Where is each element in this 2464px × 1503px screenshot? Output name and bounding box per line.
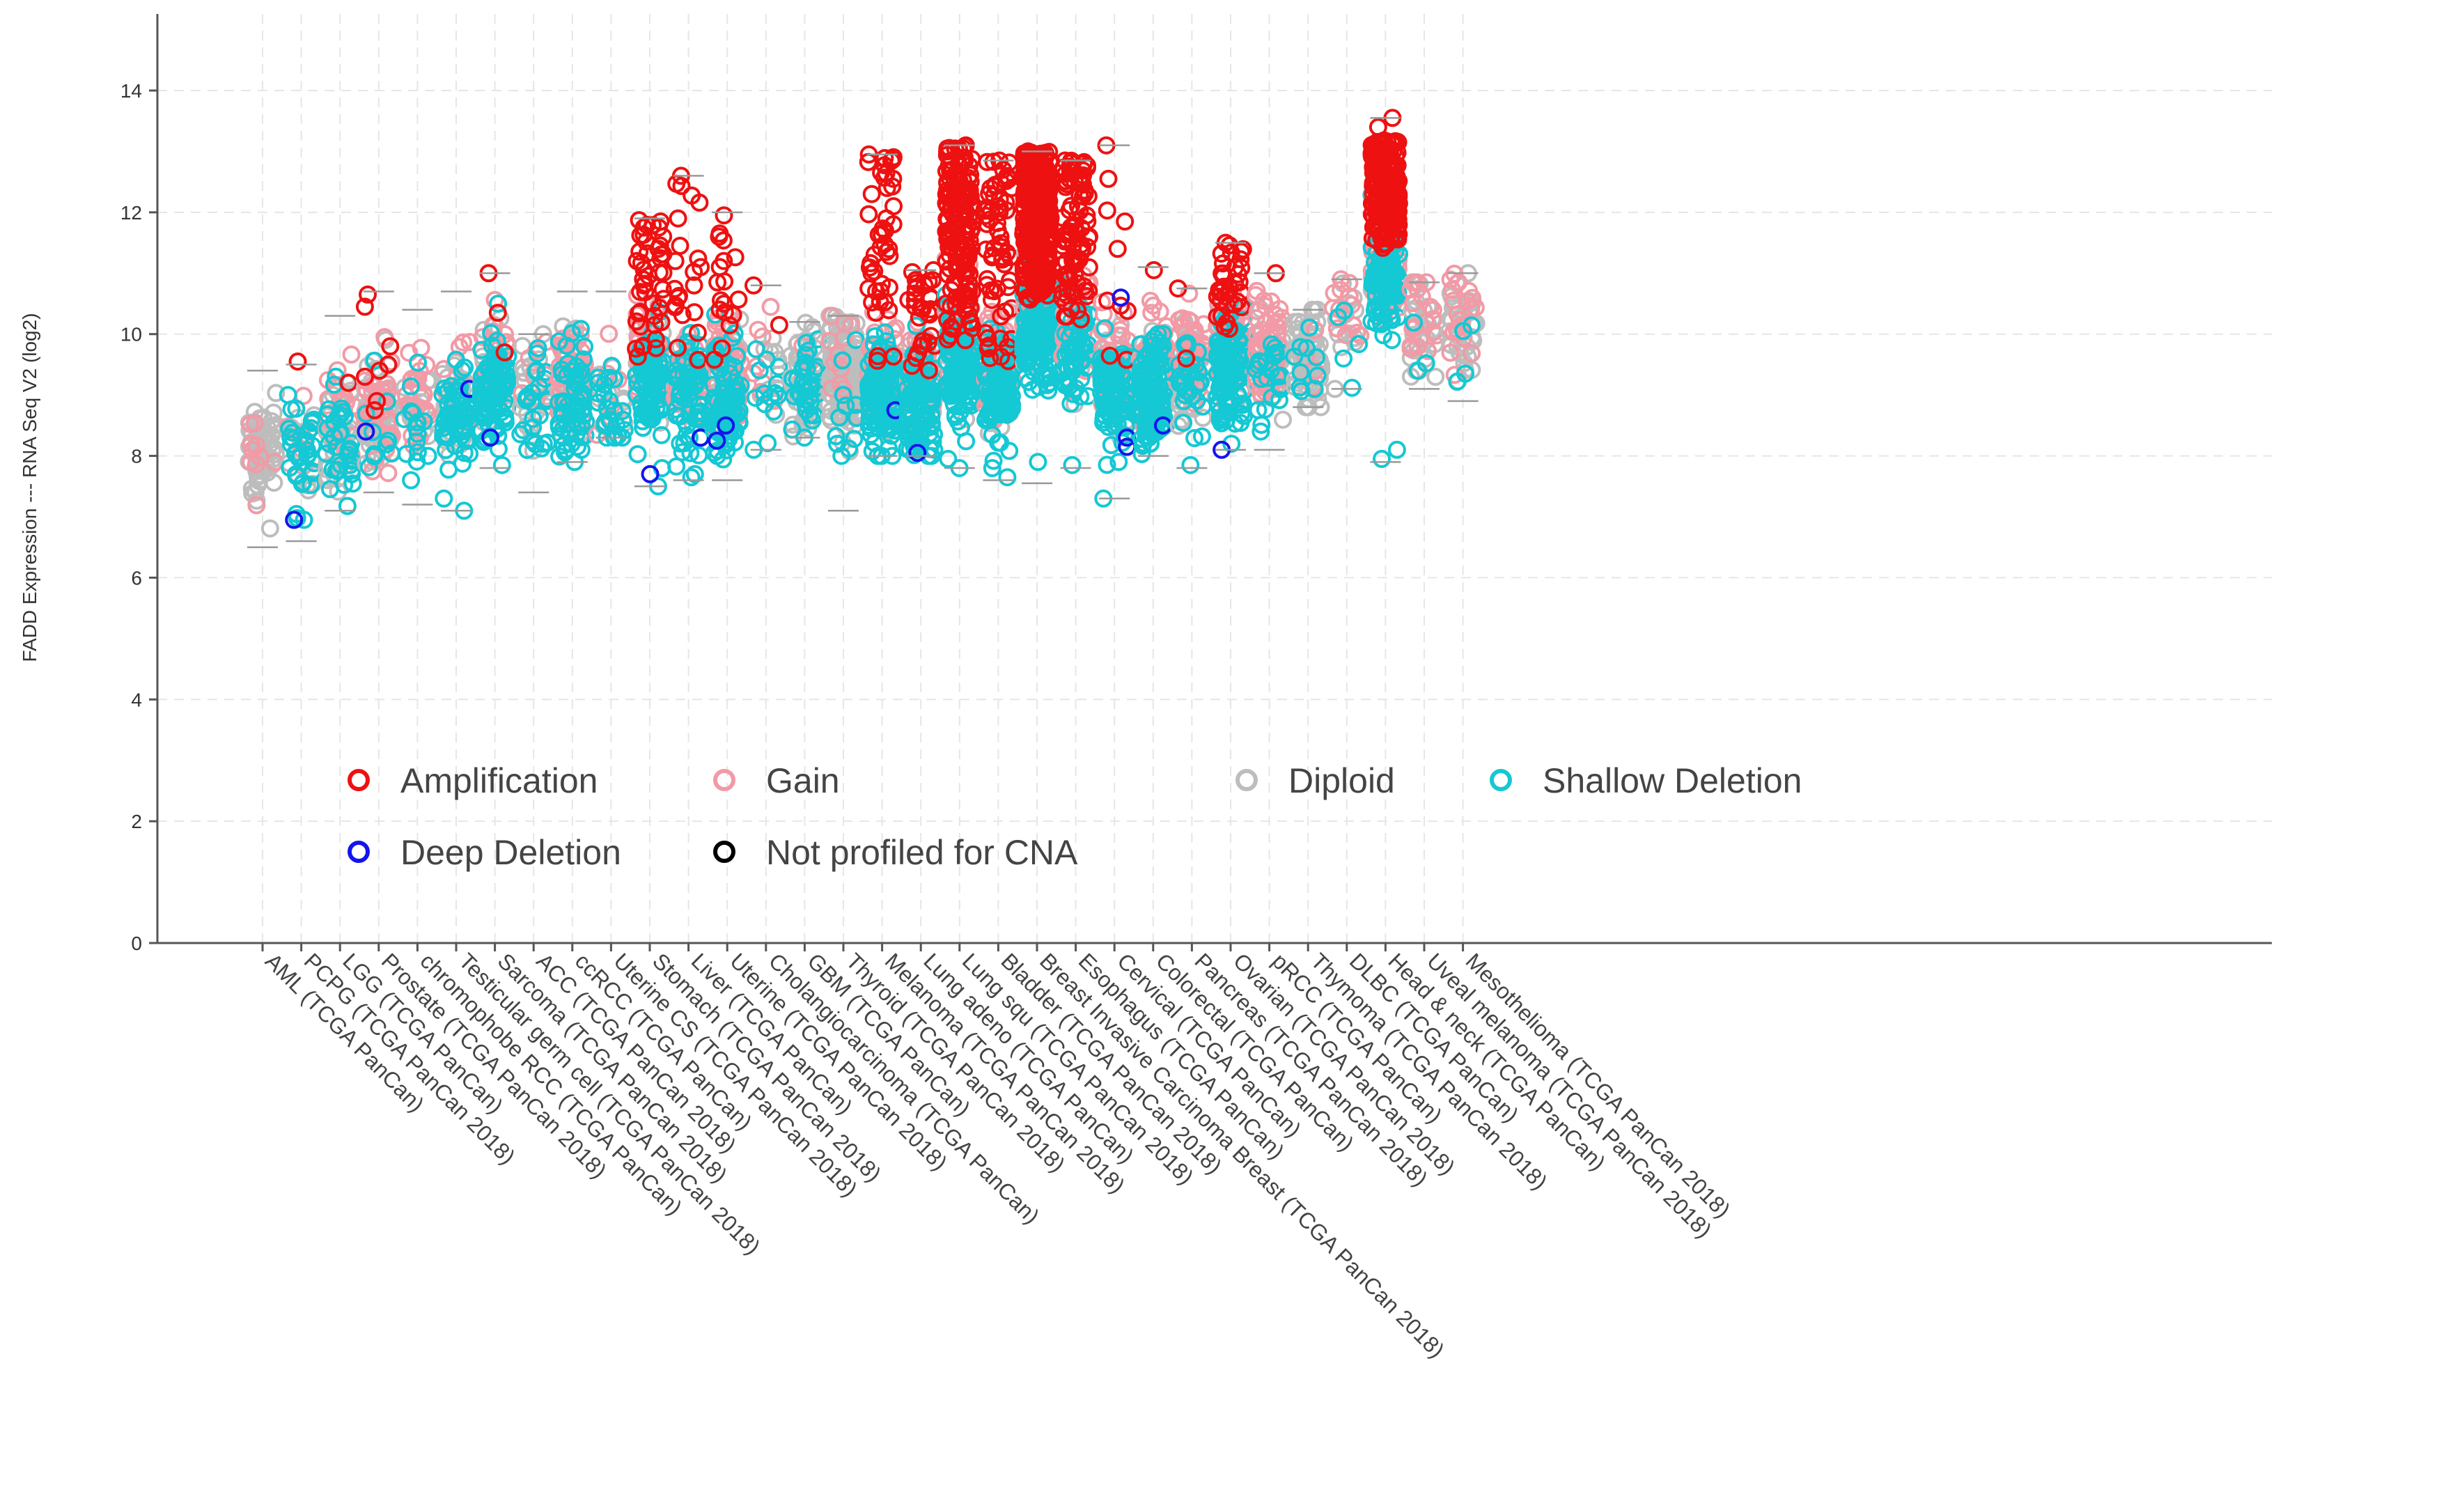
- y-tick-label: 0: [131, 933, 142, 954]
- point-shallow: [1183, 458, 1198, 473]
- point-diploid: [1275, 412, 1291, 428]
- point-amp: [290, 354, 306, 369]
- point-shallow: [1374, 451, 1389, 467]
- point-amp: [671, 211, 686, 226]
- point-shallow: [760, 435, 775, 451]
- data-points: [241, 110, 1483, 536]
- point-amp: [1101, 171, 1116, 187]
- point-shallow: [630, 446, 646, 462]
- point-amp: [1110, 241, 1125, 256]
- point-shallow: [958, 434, 974, 449]
- point-shallow: [940, 451, 956, 467]
- grid: [157, 14, 2272, 943]
- point-gain: [380, 465, 396, 481]
- point-shallow: [1389, 442, 1405, 458]
- y-tick-label: 8: [131, 446, 142, 467]
- y-tick-label: 14: [120, 80, 142, 102]
- point-shallow: [494, 458, 510, 473]
- point-shallow: [403, 473, 419, 488]
- point-amp: [1117, 214, 1132, 229]
- axes: 0 2 4 6 8 10 12 14: [120, 14, 2272, 954]
- point-amp: [673, 238, 688, 254]
- y-tick-label: 10: [120, 324, 142, 345]
- y-tick-label: 6: [131, 567, 142, 589]
- point-amp: [1100, 203, 1115, 218]
- point-amp: [861, 207, 876, 222]
- point-amp: [772, 318, 787, 333]
- chart: 02468101214 AML (TCGA PanCan)PCPG (TCGA …: [0, 0, 2464, 1503]
- point-amp: [864, 187, 880, 202]
- point-shallow: [669, 459, 684, 474]
- point-amp: [717, 208, 732, 223]
- y-tick-label: 2: [131, 811, 142, 832]
- point-shallow: [999, 469, 1015, 485]
- point-shallow: [1065, 458, 1080, 473]
- point-shallow: [1030, 454, 1045, 469]
- point-shallow: [436, 491, 451, 506]
- point-gain: [344, 347, 359, 362]
- point-amp: [731, 292, 746, 307]
- y-tick-label: 12: [120, 202, 142, 224]
- y-tick-label: 4: [131, 689, 142, 710]
- point-diploid: [263, 521, 278, 536]
- point-amp: [668, 254, 683, 269]
